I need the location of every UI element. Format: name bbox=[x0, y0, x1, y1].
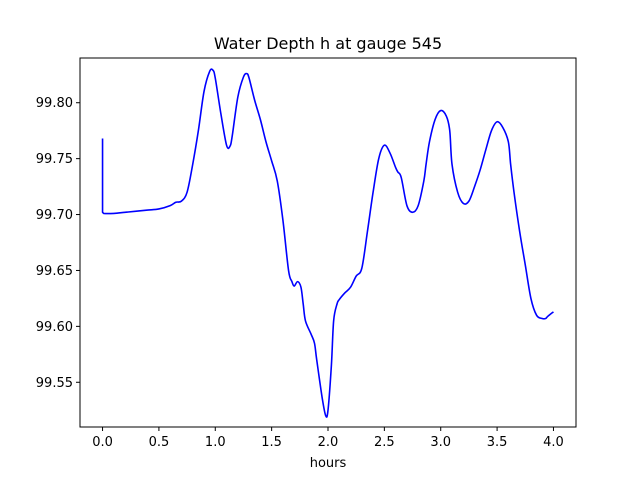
chart-title: Water Depth h at gauge 545 bbox=[214, 34, 442, 53]
x-tick-label: 1.0 bbox=[205, 435, 226, 450]
y-tick-label: 99.55 bbox=[36, 376, 73, 391]
x-axis: 0.0 0.5 1.0 1.5 2.0 2.5 3.0 3.5 4.0 bbox=[92, 427, 564, 450]
series-layer bbox=[101, 68, 554, 418]
x-axis-label: hours bbox=[310, 456, 347, 471]
plot-frame bbox=[79, 57, 577, 428]
y-tick-label: 99.65 bbox=[36, 264, 73, 279]
plot-area bbox=[80, 58, 576, 427]
y-tick-label: 99.80 bbox=[36, 96, 73, 111]
y-axis: 99.55 99.60 99.65 99.70 99.75 99.80 bbox=[36, 96, 80, 391]
x-tick-label: 3.0 bbox=[430, 435, 451, 450]
y-tick-label: 99.60 bbox=[36, 320, 73, 335]
x-tick-label: 4.0 bbox=[543, 435, 564, 450]
x-tick-label: 2.0 bbox=[318, 435, 339, 450]
y-tick-label: 99.70 bbox=[36, 208, 73, 223]
x-tick-label: 0.0 bbox=[92, 435, 113, 450]
x-tick-label: 3.5 bbox=[487, 435, 508, 450]
x-tick-label: 2.5 bbox=[374, 435, 395, 450]
x-tick-label: 1.5 bbox=[261, 435, 282, 450]
series-line bbox=[101, 68, 554, 418]
x-tick-label: 0.5 bbox=[149, 435, 170, 450]
y-tick-label: 99.75 bbox=[36, 152, 73, 167]
